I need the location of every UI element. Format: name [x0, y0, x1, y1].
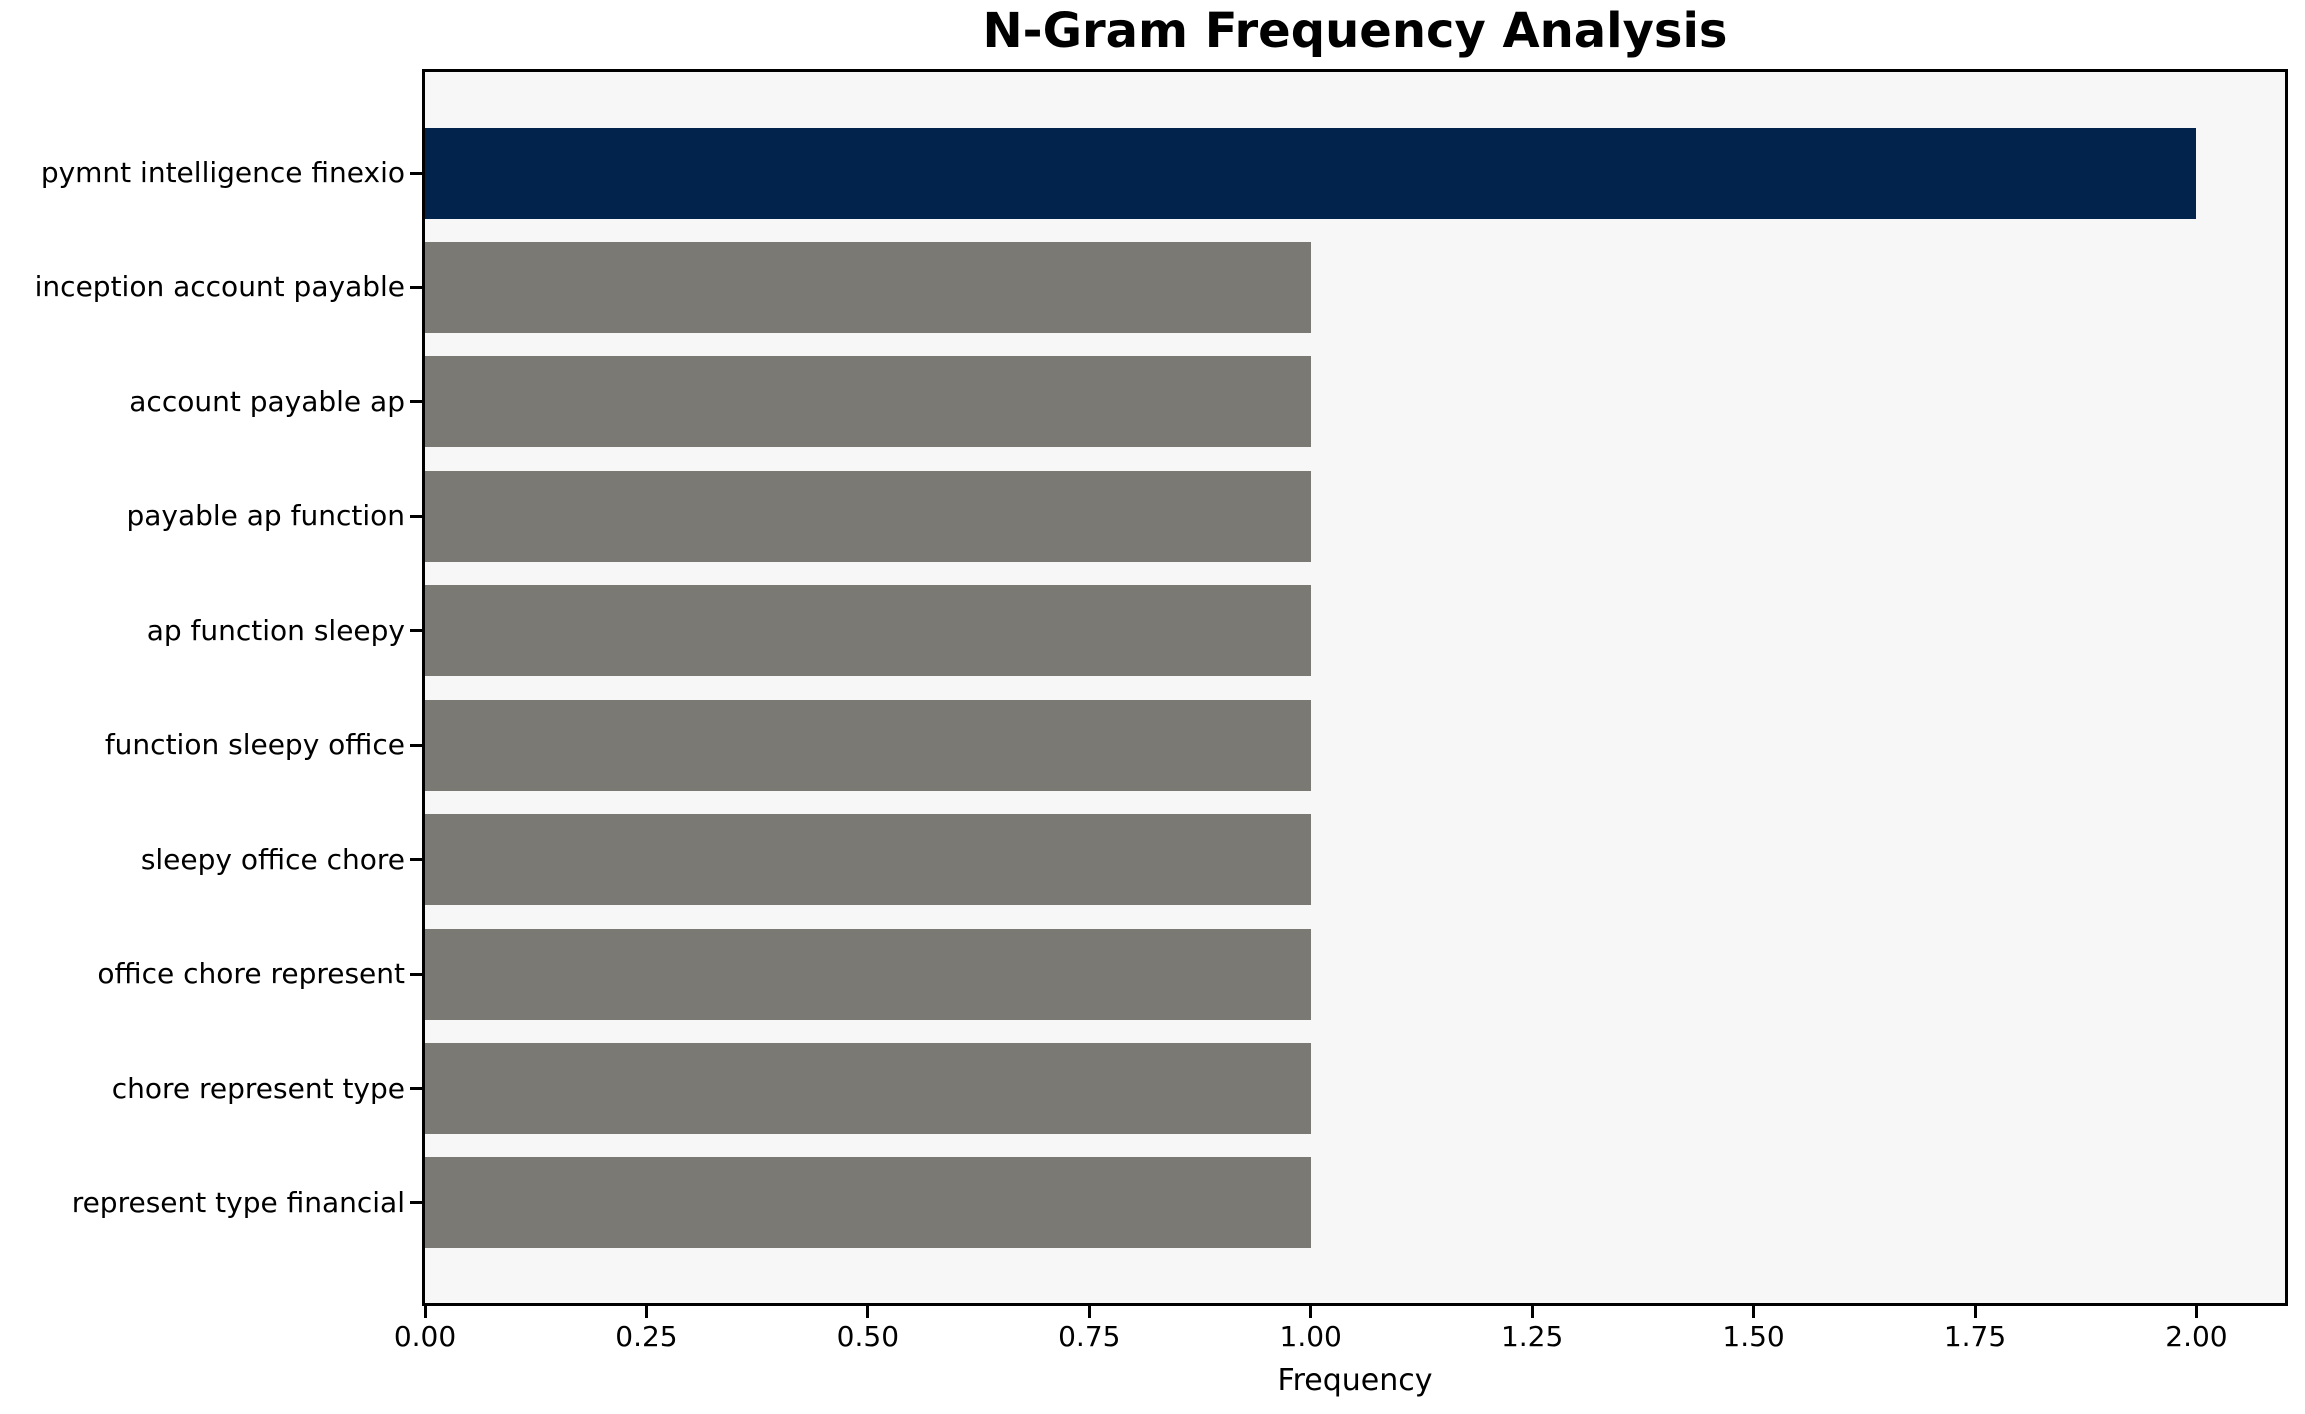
y-tick-mark [410, 514, 422, 518]
x-axis-label: Frequency [1277, 1363, 1433, 1398]
bar-account-payable-ap [425, 356, 1311, 448]
x-tick-label: 1.25 [1500, 1320, 1564, 1353]
plot-area [410, 69, 2288, 1318]
y-tick-label: payable ap function [126, 499, 405, 533]
bar-office-chore-represent [425, 928, 1311, 1020]
x-tick-mark [866, 1306, 870, 1318]
y-tick-mark [410, 1201, 422, 1205]
bar-ap-function-sleepy [425, 585, 1311, 677]
y-tick-label: pymnt intelligence finexio [40, 156, 405, 189]
bar-payable-ap-function [425, 470, 1311, 562]
bar-represent-type-financial [425, 1157, 1311, 1249]
bar-inception-account-payable [425, 241, 1311, 333]
x-tick-label: 1.00 [1279, 1320, 1342, 1353]
y-tick-label: ap function sleepy [146, 613, 405, 647]
bar-function-sleepy-office [425, 699, 1311, 791]
x-tick-mark [2194, 1306, 2198, 1318]
x-tick-mark [1752, 1306, 1756, 1318]
x-tick-label: 0.25 [615, 1320, 678, 1353]
y-tick-mark [410, 743, 422, 747]
x-tick-label: 0.75 [1058, 1320, 1121, 1353]
y-tick-mark [410, 629, 422, 633]
y-tick-mark [410, 972, 422, 976]
y-tick-label: function sleepy office [104, 728, 405, 762]
y-tick-mark [410, 400, 422, 404]
y-tick-label: office chore represent [97, 957, 405, 991]
x-tick-label: 2.00 [2165, 1320, 2228, 1353]
x-tick-mark [423, 1306, 427, 1318]
y-tick-label: inception account payable [34, 270, 405, 304]
y-tick-mark [410, 285, 422, 289]
bar-chore-represent-type [425, 1043, 1311, 1135]
x-tick-mark [1530, 1306, 1534, 1318]
y-tick-label: sleepy office chore [140, 842, 405, 876]
x-tick-mark [644, 1306, 648, 1318]
x-tick-label: 1.50 [1722, 1320, 1785, 1353]
y-tick-mark [410, 858, 422, 862]
y-tick-mark [410, 1087, 422, 1091]
bar-sleepy-office-chore [425, 814, 1311, 906]
x-tick-label: 0.50 [836, 1320, 900, 1353]
y-tick-label: account payable ap [129, 384, 405, 418]
chart-title: N-Gram Frequency Analysis [982, 3, 1728, 59]
x-tick-mark [1973, 1306, 1977, 1318]
bar-pymnt-intelligence-finexio [425, 127, 2197, 219]
x-tick-label: 1.75 [1943, 1320, 2007, 1353]
y-tick-label: chore represent type [111, 1071, 405, 1105]
x-tick-mark [1309, 1306, 1313, 1318]
x-tick-mark [1087, 1306, 1091, 1318]
y-tick-mark [410, 171, 422, 175]
y-tick-label: represent type financial [71, 1185, 405, 1219]
x-tick-label: 0.00 [393, 1320, 457, 1353]
